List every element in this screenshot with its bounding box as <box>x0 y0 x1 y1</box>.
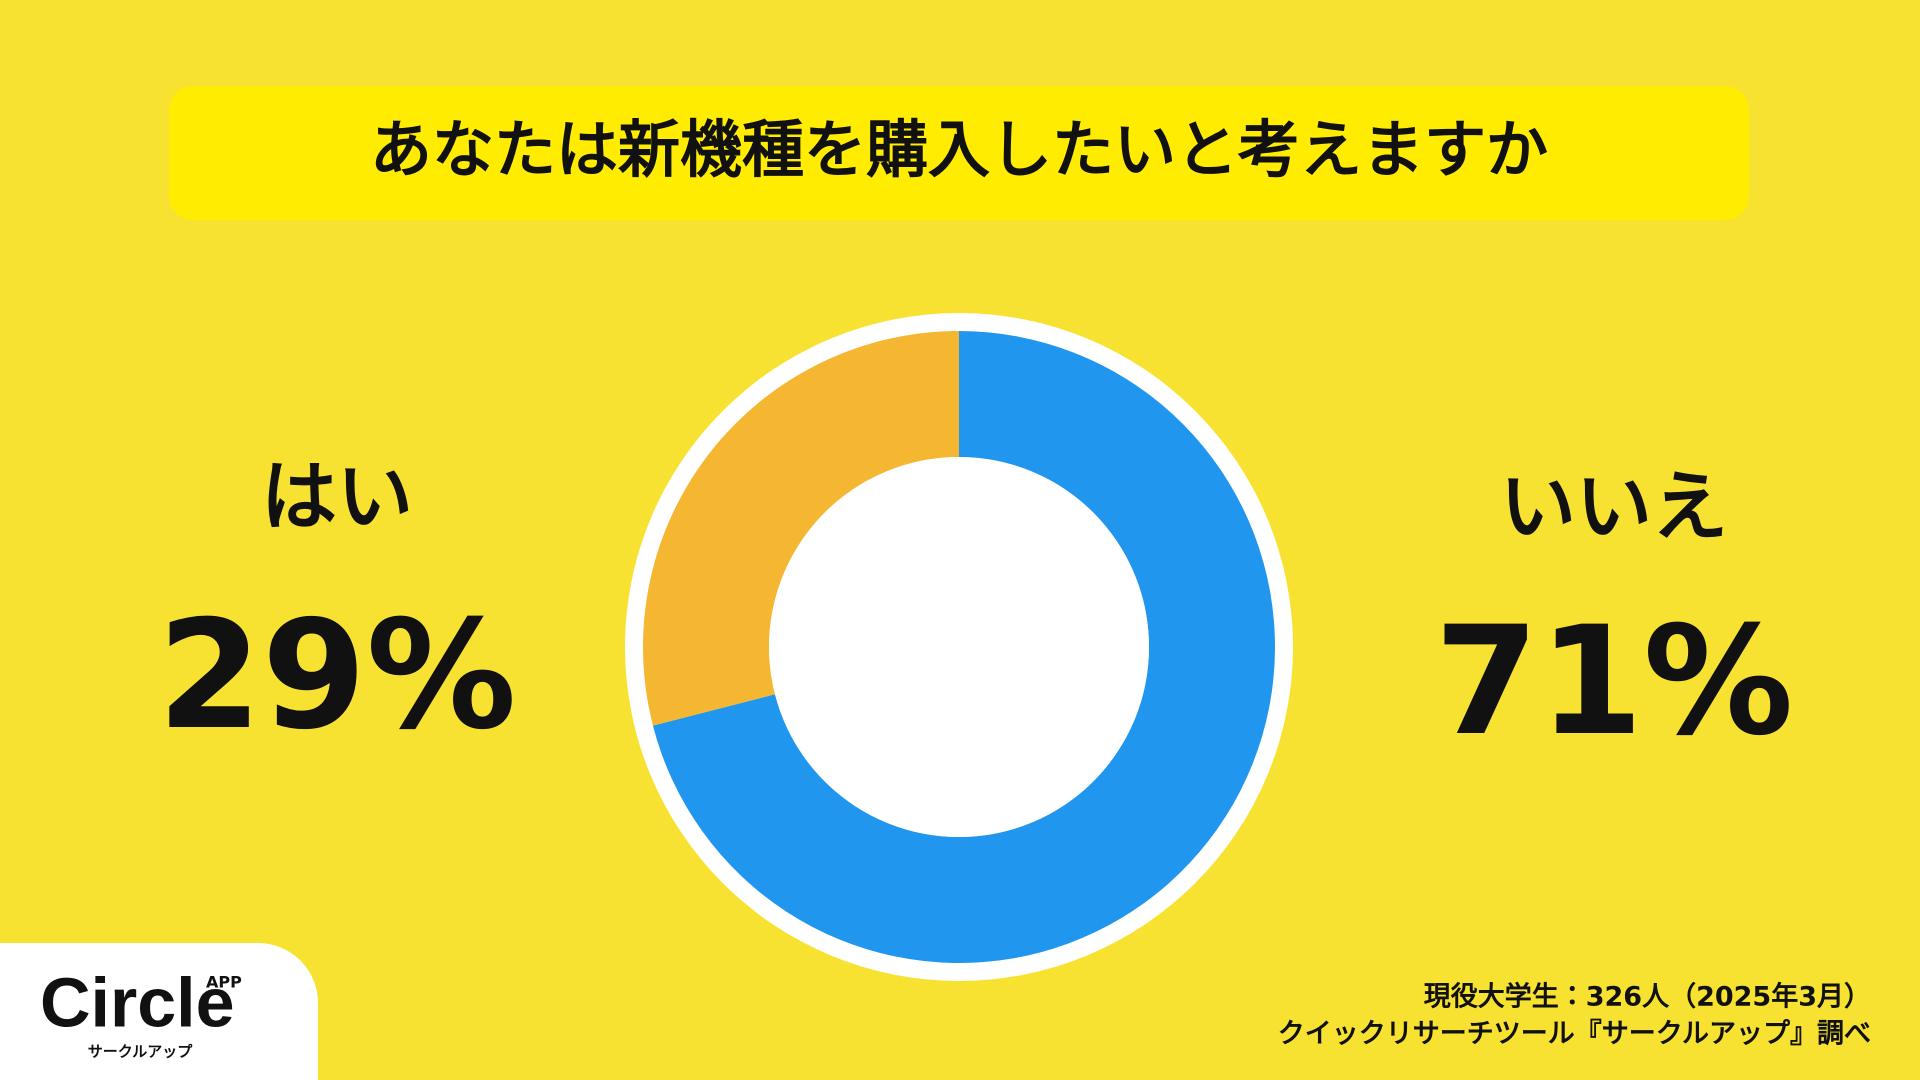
donut-segment <box>642 331 959 726</box>
donut <box>642 331 1275 963</box>
category-label: いいえ <box>1500 462 1728 551</box>
logo-subtitle: サークルアップ <box>88 1043 194 1061</box>
labels: はい 29% いいえ 71% <box>157 452 1793 769</box>
source-line: クイックリサーチツール『サークルアップ』調べ <box>1278 1018 1871 1050</box>
category-label: はい <box>261 452 413 541</box>
donut-hole <box>769 457 1149 837</box>
donut-segment <box>652 331 1275 963</box>
value-label: 71% <box>1434 595 1793 769</box>
logo-box <box>0 943 318 1080</box>
logo-badge: APP <box>206 973 242 992</box>
title-box <box>169 86 1749 220</box>
chart-title: あなたは新機種を購入したいと考えますか <box>370 113 1548 186</box>
source-line: 現役大学生：326人（2025年3月） <box>1424 981 1871 1013</box>
value-label: 29% <box>157 589 516 763</box>
logo-name: Circle <box>40 963 235 1041</box>
